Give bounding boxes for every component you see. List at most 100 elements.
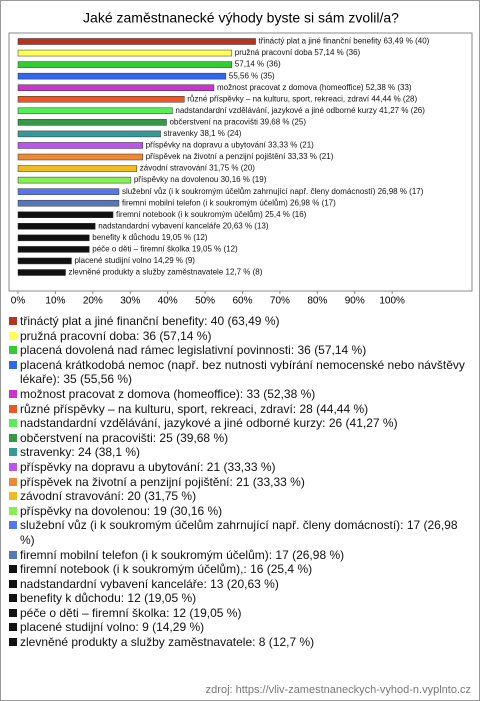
legend-swatch [9,623,17,632]
bar-label: různé příspěvky – na kulturu, sport, rek… [187,94,417,103]
legend-item: benefity k důchodu: 12 (19,05 %) [9,591,469,606]
legend-item: příspěvky na dopravu a ubytování: 21 (33… [9,460,469,475]
x-tick-label: 20% [83,296,103,307]
legend-item: příspěvky na dovolenou: 19 (30,16 %) [9,504,469,519]
legend-label: příspěvky na dopravu a ubytování: 21 (33… [20,459,276,474]
bar [17,72,227,80]
bar-label: firemní mobilní telefon (i k soukromým ú… [122,198,336,207]
bar-label: péče o děti – firemní školka 19,05 % (12… [92,245,238,254]
bar-label: třináctý plat a jiné finanční benefity 6… [259,37,430,46]
x-tick-label: 70% [270,296,290,307]
bar-label: nadstandardní vzdělávání, jazykové a jin… [175,106,425,115]
bar [17,96,185,103]
legend-swatch [9,433,17,442]
legend-item: služební vůz (i k soukromým účelům zahrn… [9,518,469,547]
bar [17,130,161,138]
bar-label: pružná pracovní doba 57,14 % (36) [235,48,361,57]
legend-swatch [9,419,17,428]
legend-swatch [9,389,17,398]
bar-label: služební vůz (i k soukromým účelům zahrn… [122,187,424,196]
x-tick-label: 60% [232,296,252,307]
legend-item: placené studijní volno: 9 (14,29 %) [9,620,469,635]
bar [17,49,233,57]
bar [17,38,256,45]
x-tick-label: 10% [45,296,65,307]
legend-swatch [9,360,17,369]
legend-label: nadstandardní vybavení kanceláře: 13 (20… [20,576,279,591]
legend-label: péče o děti – firemní školka: 12 (19,05 … [20,605,242,620]
bar [17,119,167,126]
bar-label: firemní notebook (i k soukromým účelům) … [116,210,307,219]
legend-item: různé příspěvky – na kulturu, sport, rek… [9,402,469,417]
bar [17,246,90,253]
legend-label: firemní mobilní telefon (i k soukromým ú… [20,547,345,562]
bar [17,153,143,161]
plot-frame [8,32,473,292]
legend-label: placená krátkodobá nemoc (např. bez nutn… [20,357,465,387]
legend: třináctý plat a jiné finanční benefity: … [9,314,469,650]
legend-label: možnost pracovat z domova (homeoffice): … [20,386,316,401]
legend-item: pružná pracovní doba: 36 (57,14 %) [9,329,469,344]
legend-swatch [9,317,17,325]
legend-swatch [9,638,17,647]
source: zdroj: https://vliv-zamestnaneckych-vyho… [205,684,471,696]
legend-swatch [9,594,17,603]
legend-label: pružná pracovní doba: 36 (57,14 %) [20,328,212,343]
x-tick-label: 100% [379,296,405,307]
bar-label: možnost pracovat z domova (homeoffice) 5… [217,83,412,92]
bar-label: benefity k důchodu 19,05 % (12) [92,233,208,242]
legend-item: občerstvení na pracovišti: 25 (39,68 %) [9,431,469,446]
bar-label: příspěvky na dovolenou 30,16 % (19) [134,175,267,184]
legend-item: péče o děti – firemní školka: 12 (19,05 … [9,606,469,621]
bar-label: 55,56 % (35) [229,71,275,80]
x-tick-label: 90% [345,296,365,307]
bar [17,107,173,115]
legend-item: firemní notebook (i k soukromým účelům),… [9,562,469,577]
legend-item: nadstandardní vzdělávání, jazykové a jin… [9,416,469,431]
legend-swatch [9,331,17,340]
legend-item: stravenky: 24 (38,1 %) [9,445,469,460]
bar-label: nadstandardní vybavení kanceláře 20,63 %… [98,221,269,230]
bar [17,269,66,276]
bar [17,234,90,242]
x-tick-label: 50% [195,296,215,307]
bar-label: občerstvení na pracovišti 39,68 % (25) [169,117,306,126]
legend-label: placená dovolená nad rámec legislativní … [20,343,367,358]
bar [17,199,120,207]
bar [17,84,215,91]
legend-swatch [9,448,17,457]
bar [17,257,72,265]
legend-item: závodní stravování: 20 (31,75 %) [9,489,469,504]
legend-item: placená krátkodobá nemoc (např. bez nutn… [9,358,469,387]
bar [17,142,143,149]
bar [17,176,132,184]
bar-label: závodní stravování 31,75 % (20) [140,164,256,173]
legend-swatch [9,521,17,530]
legend-label: různé příspěvky – na kulturu, sport, rek… [20,401,369,416]
legend-item: možnost pracovat z domova (homeoffice): … [9,387,469,402]
bar-label: zlevněné produkty a služby zaměstnavatel… [69,268,263,277]
legend-item: nadstandardní vybavení kanceláře: 13 (20… [9,577,469,592]
legend-swatch [9,550,17,559]
legend-swatch [9,565,17,574]
legend-swatch [9,462,17,471]
chart-title: Jaké zaměstnanecké výhody byste si sám z… [83,10,399,26]
legend-swatch [9,346,17,355]
legend-item: třináctý plat a jiné finanční benefity: … [9,314,469,329]
legend-swatch [9,492,17,501]
legend-item: příspěvek na životní a penzijní pojištěn… [9,475,469,490]
legend-label: placené studijní volno: 9 (14,29 %) [20,620,205,635]
legend-label: občerstvení na pracovišti: 25 (39,68 %) [20,430,229,445]
legend-label: třináctý plat a jiné finanční benefity: … [20,314,280,328]
bar-label: placené studijní volno 14,29 % (9) [74,256,195,265]
bar-label: stravenky 38,1 % (24) [164,129,242,138]
bar [17,188,120,195]
bar [17,165,138,172]
bar-label: 57,14 % (36) [235,60,281,69]
bar-label: příspěvky na dopravu a ubytování 33,33 %… [146,141,314,150]
legend-label: služební vůz (i k soukromým účelům zahrn… [20,518,458,547]
x-tick-label: 30% [120,296,140,307]
bar [17,223,96,230]
legend-item: firemní mobilní telefon (i k soukromým ú… [9,548,469,563]
